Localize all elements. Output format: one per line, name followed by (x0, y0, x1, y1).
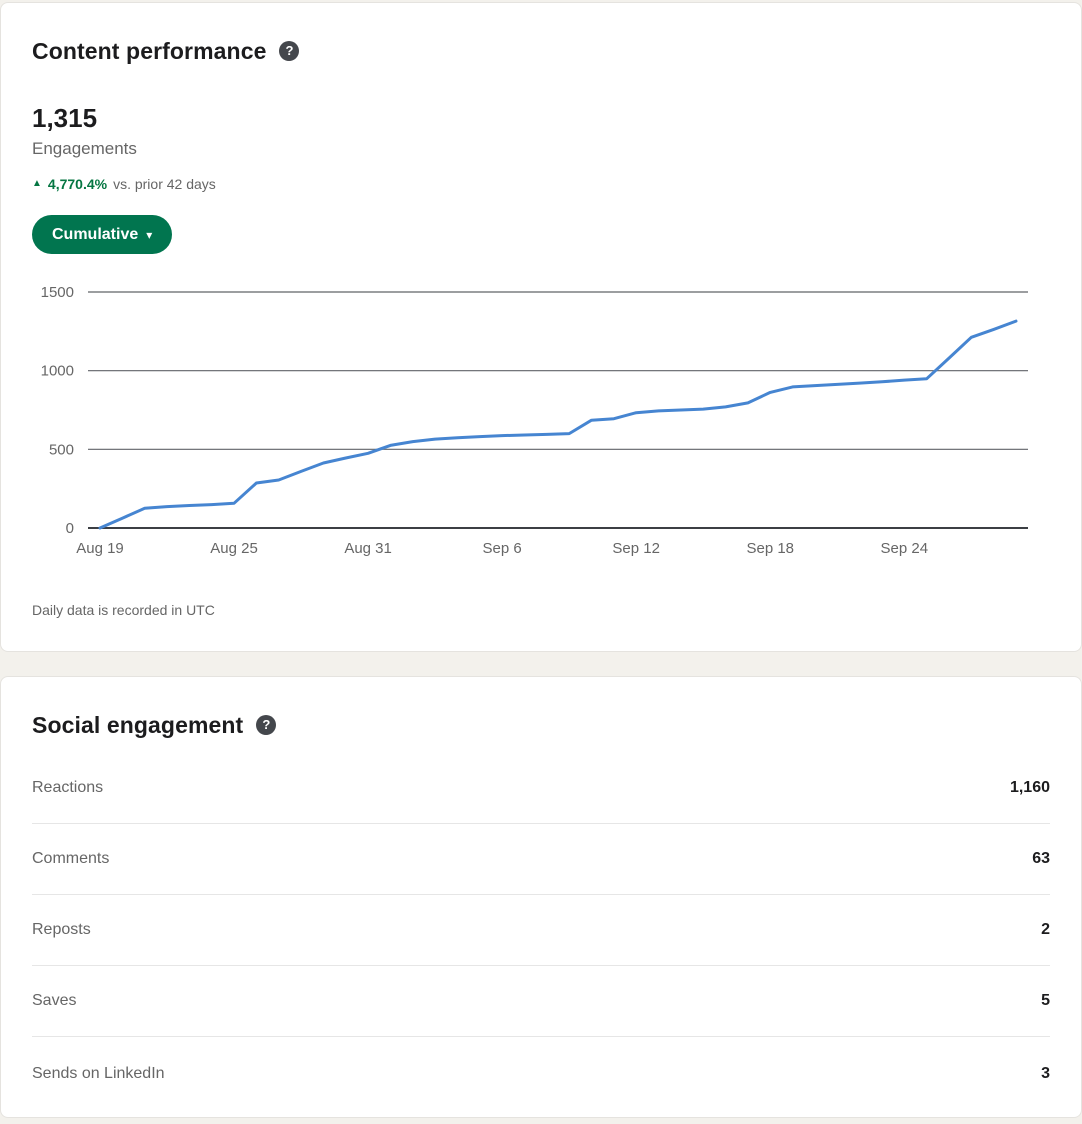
cumulative-dropdown-button[interactable]: Cumulative ▾ (32, 215, 173, 254)
engagements-metric: 1,315 Engagements (32, 103, 1050, 161)
delta-percent: 4,770.4% (47, 176, 108, 192)
content-performance-title: Content performance (32, 38, 267, 64)
table-row: Sends on LinkedIn 3 (32, 1037, 1050, 1111)
engagements-count: 1,315 (32, 103, 98, 133)
reposts-label: Reposts (32, 921, 91, 938)
social-engagement-card: Social engagement ? Reactions 1,160 Comm… (0, 676, 1082, 1118)
sends-label: Sends on LinkedIn (32, 1065, 165, 1082)
reposts-value: 2 (1041, 921, 1050, 938)
line-chart-canvas[interactable]: 0 500 1000 1500 Aug 19 Aug 25 Aug 31 Sep 6 Sep 1… (28, 280, 1028, 565)
content-performance-card: Content performance ? 1,315 Engagements … (0, 2, 1082, 652)
chevron-down-icon: ▾ (146, 227, 153, 242)
utc-footnote: Daily data is recorded in UTC (32, 602, 215, 618)
engagements-label: Engagements (32, 139, 137, 158)
help-icon[interactable]: ? (256, 715, 277, 735)
table-row: Comments 63 (32, 824, 1050, 895)
social-engagement-title: Social engagement (32, 712, 244, 738)
reactions-value: 1,160 (1009, 779, 1050, 796)
table-row: Saves 5 (32, 966, 1050, 1037)
table-row: Reposts 2 (32, 895, 1050, 966)
comments-label: Comments (32, 850, 110, 867)
social-engagement-list: Reactions 1,160 Comments 63 Reposts 2 Sa… (32, 753, 1050, 1111)
svg-text:0: 0 (66, 520, 74, 537)
svg-text:Sep 12: Sep 12 (612, 540, 660, 557)
comments-value: 63 (1032, 850, 1050, 867)
delta-row: ▲ 4,770.4% vs. prior 42 days (32, 175, 1050, 193)
table-row: Reactions 1,160 (32, 753, 1050, 824)
reactions-label: Reactions (32, 779, 104, 796)
saves-label: Saves (32, 992, 77, 1009)
content-performance-header: Content performance ? (32, 37, 1050, 65)
help-icon[interactable]: ? (279, 41, 300, 61)
svg-text:Sep 18: Sep 18 (746, 540, 794, 557)
svg-text:1500: 1500 (41, 284, 74, 301)
trend-up-icon: ▲ (32, 178, 42, 189)
svg-text:Sep 24: Sep 24 (881, 540, 929, 557)
cumulative-dropdown-label: Cumulative (52, 225, 139, 243)
svg-text:Sep 6: Sep 6 (483, 540, 522, 557)
sends-value: 3 (1041, 1065, 1050, 1082)
social-engagement-header: Social engagement ? (32, 711, 1050, 739)
saves-value: 5 (1041, 992, 1050, 1009)
svg-text:1000: 1000 (41, 363, 74, 380)
engagements-line-chart[interactable]: 0 500 1000 1500 Aug 19 Aug 25 Aug 31 Sep 6 Sep 1… (28, 280, 1050, 565)
svg-text:Aug 31: Aug 31 (344, 540, 392, 557)
delta-comparison-label: vs. prior 42 days (113, 176, 216, 192)
svg-text:500: 500 (49, 441, 74, 458)
svg-text:Aug 19: Aug 19 (76, 540, 124, 557)
svg-text:Aug 25: Aug 25 (210, 540, 258, 557)
